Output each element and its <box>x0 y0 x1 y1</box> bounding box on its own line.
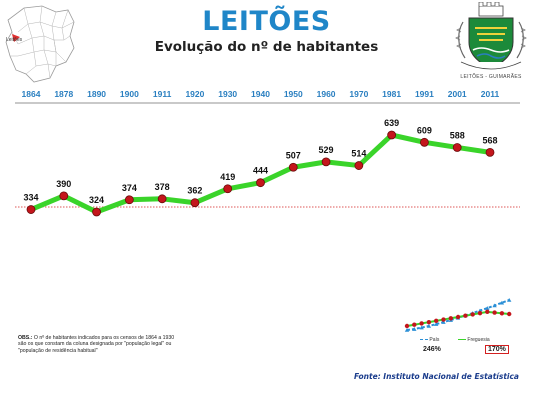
growth-comparison-chart <box>404 298 512 332</box>
page-title: LEITÕES <box>202 6 331 37</box>
legend-parish: Freguesia <box>458 337 490 343</box>
data-point <box>256 178 265 188</box>
parish-point <box>499 311 505 316</box>
data-label: 324 <box>89 195 104 205</box>
data-label: 529 <box>319 145 334 155</box>
parish-growth-box: 170% <box>485 345 509 354</box>
observation-note: OBS.: O nº de habitantes indicados para … <box>18 335 178 354</box>
observation-text: O nº de habitantes indicados para os cen… <box>18 335 175 354</box>
parish-point <box>448 316 453 321</box>
observation-label: OBS.: <box>18 335 33 341</box>
country-point <box>485 306 490 310</box>
country-growth-value: 246% <box>423 346 441 353</box>
parish-point <box>455 314 461 320</box>
x-tick-label: 2011 <box>481 89 500 99</box>
parish-point <box>507 311 512 317</box>
country-point <box>404 328 410 332</box>
country-point <box>499 300 505 305</box>
parish-point <box>441 317 446 322</box>
data-label: 419 <box>220 172 235 182</box>
parish-point <box>404 323 410 329</box>
x-tick-label: 1878 <box>54 89 73 99</box>
coat-of-arms-motto: LEITÕES - GUIMARÃES <box>460 74 522 80</box>
x-tick-label: 1970 <box>349 89 368 99</box>
legend-parish-swatch <box>458 339 466 341</box>
country-point <box>507 298 512 302</box>
data-label: 507 <box>286 150 301 160</box>
data-label: 390 <box>56 179 71 189</box>
legend-country-swatch <box>420 339 428 341</box>
country-point <box>441 320 446 324</box>
parish-point <box>412 322 417 327</box>
data-point <box>59 191 69 201</box>
data-point <box>223 184 233 194</box>
parish-trend-series <box>404 309 512 329</box>
coat-of-arms-icon <box>455 1 527 70</box>
x-tick-label: 1950 <box>284 89 303 99</box>
data-point <box>420 137 429 147</box>
country-point <box>426 323 432 328</box>
data-label: 378 <box>155 182 170 192</box>
parish-point <box>426 319 432 325</box>
data-label: 334 <box>23 193 38 203</box>
country-point <box>412 327 417 331</box>
parish-point <box>434 318 439 324</box>
x-tick-label: 1890 <box>87 89 106 99</box>
location-label: Leitões <box>6 37 23 43</box>
coat-of-arms: LEITÕES - GUIMARÃES <box>455 1 527 86</box>
data-label: 588 <box>450 130 465 140</box>
data-source: Fonte: Instituto Nacional de Estatística <box>353 372 519 381</box>
data-label: 568 <box>482 135 497 145</box>
data-point <box>452 143 462 152</box>
parish-point <box>470 312 475 317</box>
data-label: 444 <box>253 166 268 176</box>
x-tick-label: 1920 <box>185 89 204 99</box>
parish-point <box>492 310 497 315</box>
data-point <box>26 205 36 214</box>
x-tick-label: 1930 <box>218 89 237 99</box>
parish-point <box>477 310 483 316</box>
data-point <box>321 157 331 167</box>
data-point <box>387 130 397 140</box>
data-label: 514 <box>351 149 366 159</box>
country-point <box>419 325 424 330</box>
data-label: 639 <box>384 118 399 128</box>
parish-point <box>485 309 490 315</box>
data-point <box>157 194 167 204</box>
parish-point <box>463 313 468 318</box>
data-label: 362 <box>187 186 202 196</box>
x-tick-label: 1864 <box>22 89 41 99</box>
location-map: Leitões <box>4 4 76 84</box>
legend-country-label: País <box>429 337 440 343</box>
parish-point <box>419 321 424 326</box>
municipality-map-icon <box>5 5 75 83</box>
x-tick-label: 1900 <box>120 89 139 99</box>
parish-growth-value: 170% <box>485 345 509 354</box>
legend-parish-label: Freguesia <box>467 337 490 343</box>
x-tick-label: 1960 <box>317 89 336 99</box>
data-point <box>485 147 495 157</box>
data-point <box>288 162 298 172</box>
x-tick-label: 1911 <box>153 89 172 99</box>
country-point <box>434 322 439 326</box>
page-subtitle: Evolução do nº de habitantes <box>154 39 379 55</box>
data-point <box>124 195 134 205</box>
x-tick-label: 1991 <box>415 89 434 99</box>
x-tick-label: 1981 <box>382 89 401 99</box>
data-point <box>92 207 101 217</box>
parish-highlight <box>12 34 20 42</box>
legend-country: País <box>420 337 439 343</box>
data-label: 609 <box>417 125 432 135</box>
x-tick-label: 2001 <box>448 89 467 99</box>
data-point <box>354 161 364 170</box>
data-label: 374 <box>122 183 137 193</box>
country-point <box>492 303 497 308</box>
x-tick-label: 1940 <box>251 89 270 99</box>
data-point <box>190 198 200 208</box>
